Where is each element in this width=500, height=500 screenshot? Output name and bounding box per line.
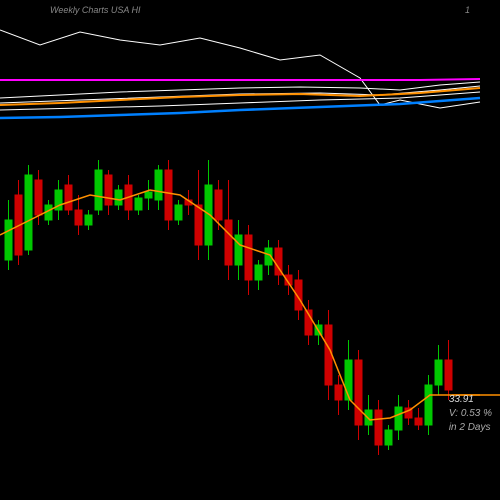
candlestick-chart: Weekly Charts USA HI 1 33.91 V: 0.53 % i…: [0, 0, 500, 500]
chart-title: Weekly Charts USA HI: [50, 5, 141, 15]
volume-info: V: 0.53 %: [449, 407, 492, 421]
chart-interval: 1: [465, 5, 470, 15]
price-info-box: 33.91 V: 0.53 % in 2 Days: [449, 393, 492, 435]
chart-canvas: [0, 0, 500, 500]
current-price: 33.91: [449, 393, 492, 407]
timeframe-info: in 2 Days: [449, 421, 492, 435]
